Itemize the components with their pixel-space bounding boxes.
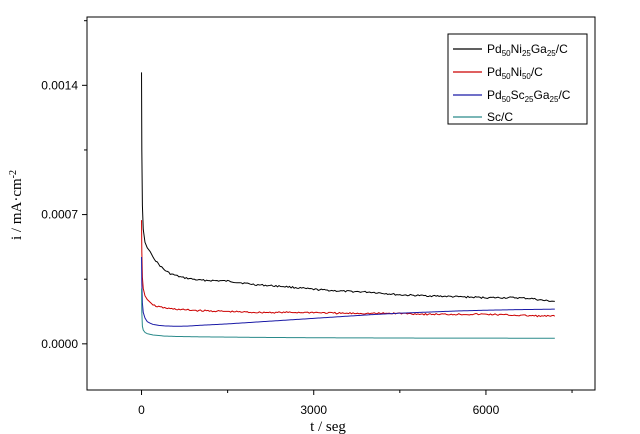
series-lines [141, 72, 556, 339]
legend-label: Pd50Sc25Ga25/C [487, 88, 571, 104]
x-tick-label: 6000 [473, 403, 500, 417]
axis-ticks: 0 3000 6000 0.0000 0.0007 0.0014 [41, 20, 573, 417]
y-tick-label: 0.0007 [41, 208, 78, 222]
y-axis-title-sup: -2 [8, 170, 19, 178]
legend-label: Pd50Ni50/C [487, 65, 543, 81]
series-line [141, 72, 555, 302]
series-line [141, 220, 556, 318]
plot-frame [86, 16, 596, 391]
x-tick-label: 3000 [300, 403, 327, 417]
series-line [141, 288, 555, 339]
y-axis-title: i / mA·cm-2 [8, 170, 25, 240]
y-tick-label: 0.0014 [41, 78, 78, 92]
legend-label: Pd50Ni25Ga25/C [487, 42, 568, 58]
y-tick-label: 0.0000 [41, 337, 78, 351]
legend-label: Sc/C [487, 110, 513, 124]
legend: Pd50Ni25Ga25/C Pd50Ni50/C Pd50Sc25Ga25/C Sc… [447, 33, 588, 125]
series-line [141, 257, 555, 327]
x-tick-label: 0 [138, 403, 145, 417]
x-axis-title: t / seg [310, 419, 346, 434]
y-axis-title-main: i / mA·cm [9, 178, 25, 240]
